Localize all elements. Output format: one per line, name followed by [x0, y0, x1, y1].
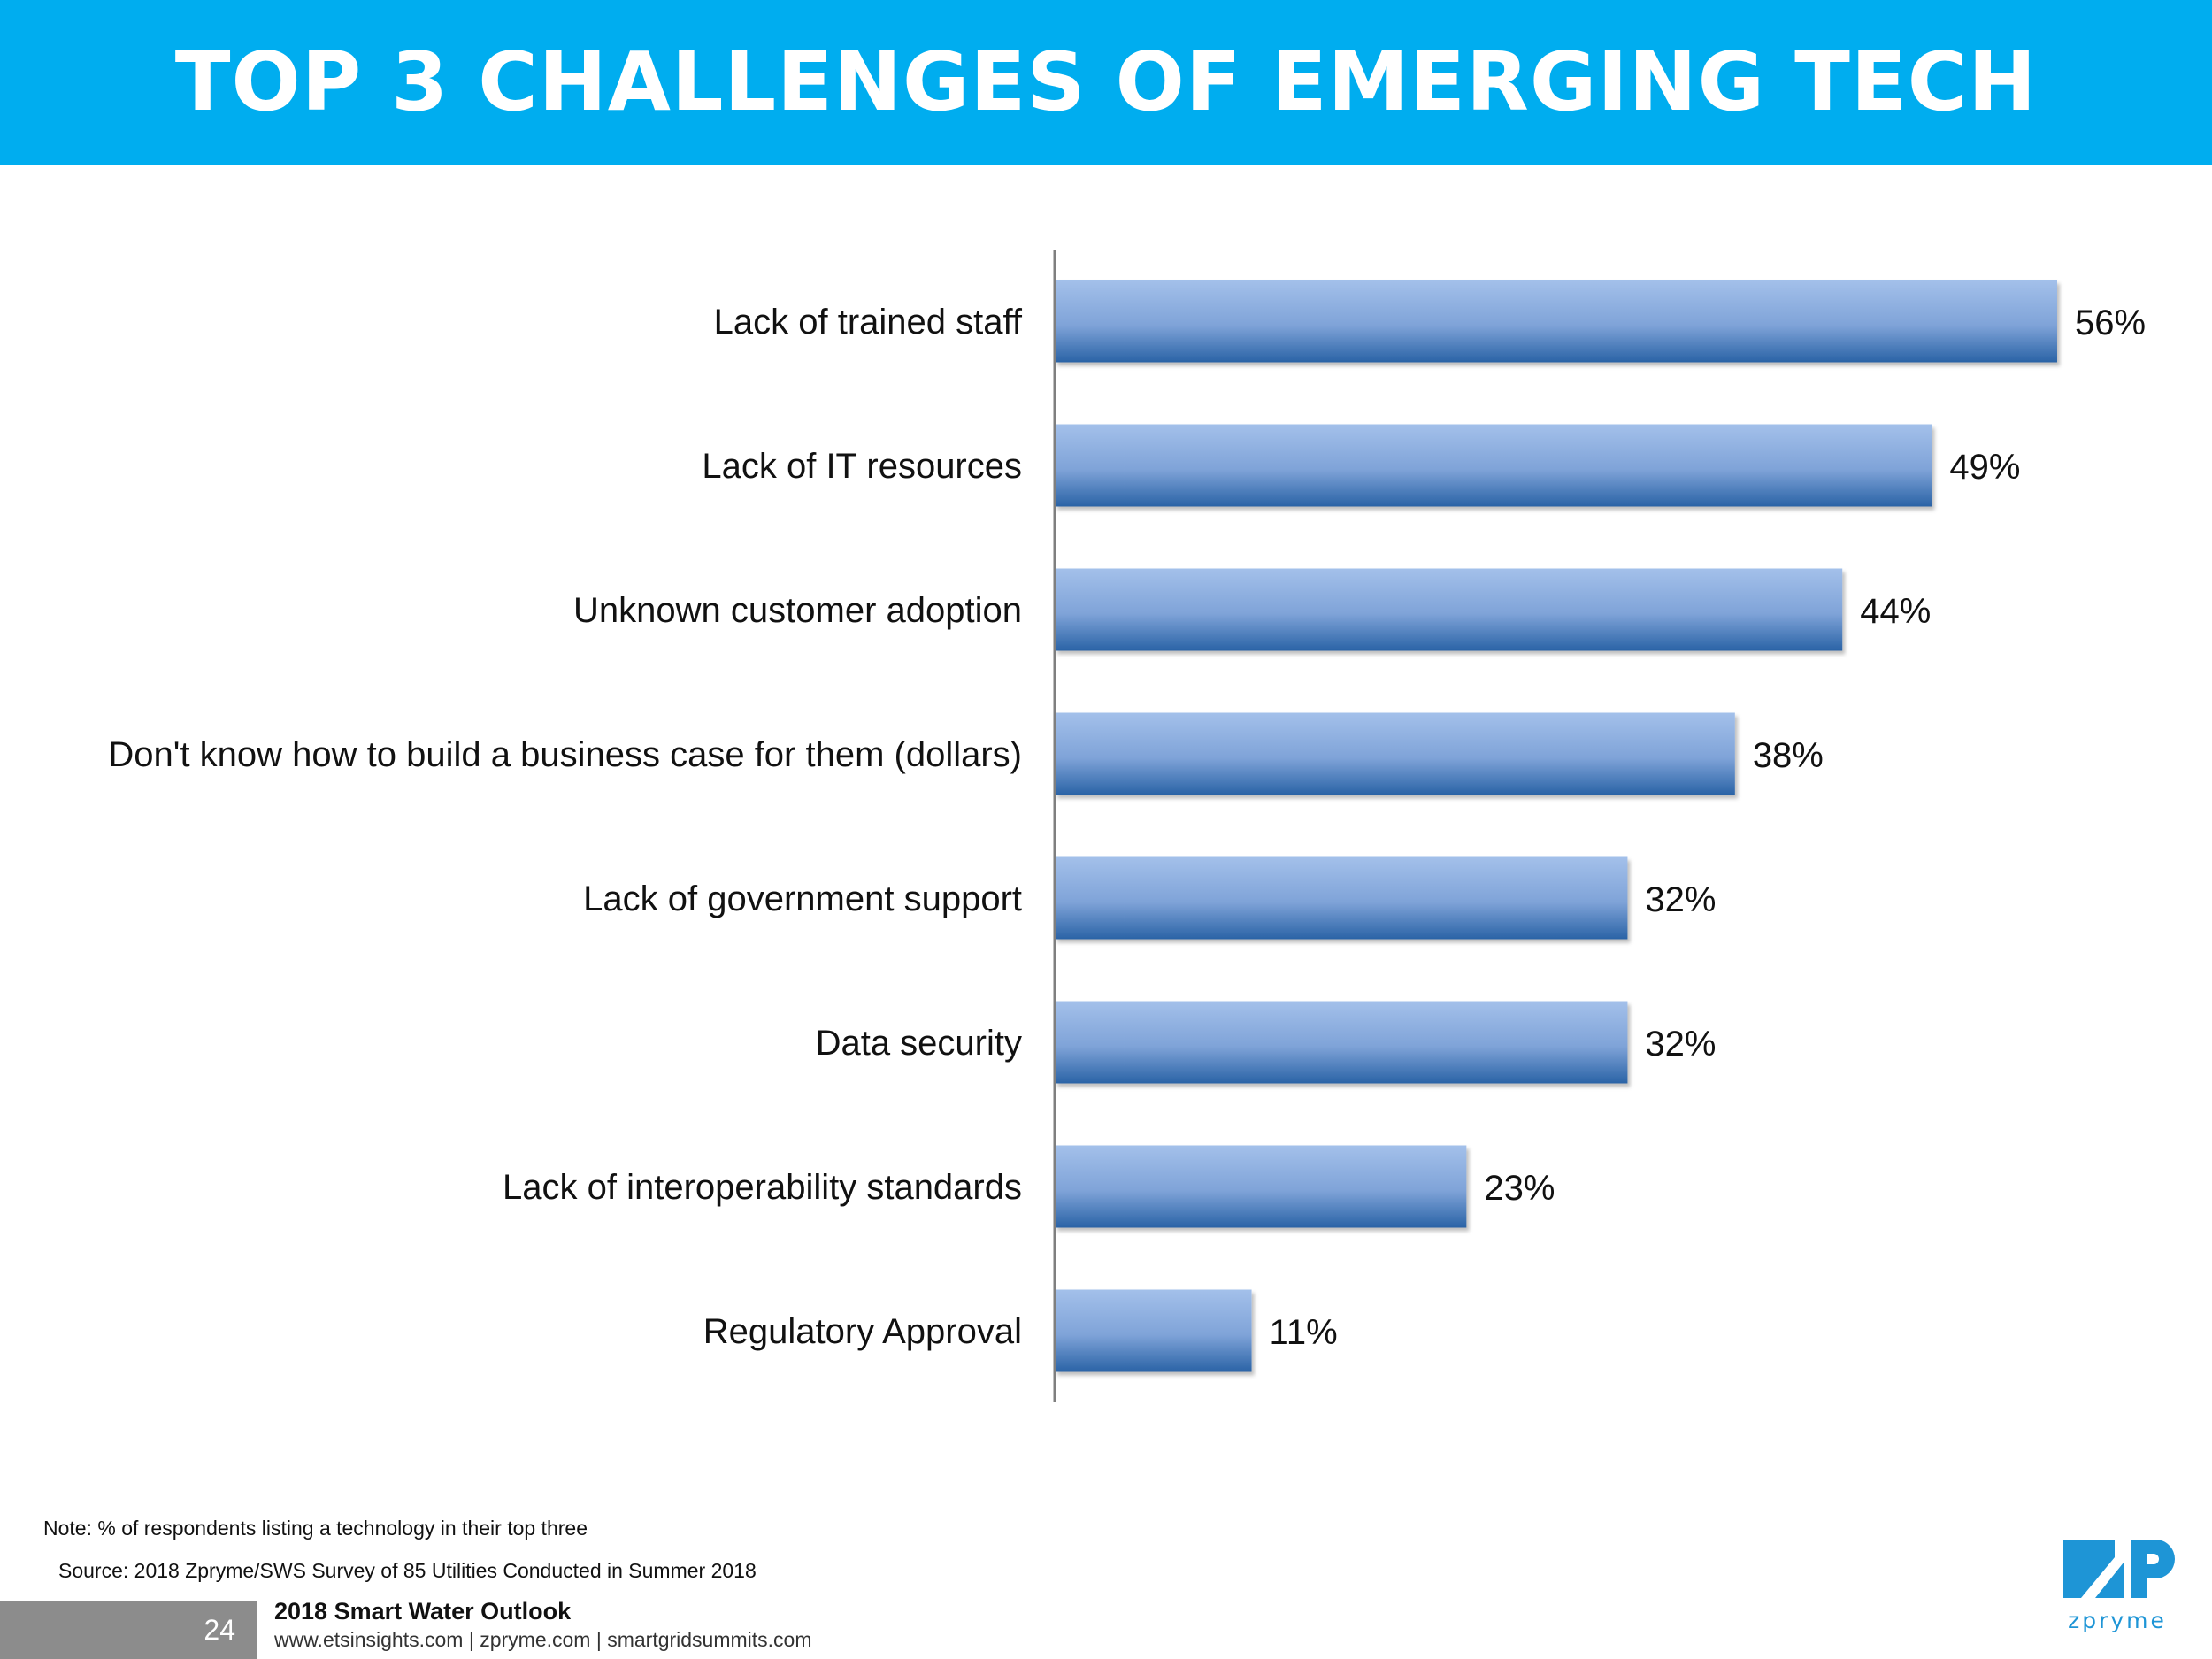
category-label: Data security: [816, 1024, 1022, 1063]
bar: [1055, 568, 1843, 651]
bar: [1055, 1145, 1467, 1228]
bar: [1055, 856, 1628, 940]
category-label: Don't know how to build a business case …: [108, 735, 1022, 774]
value-label: 23%: [1484, 1169, 1555, 1208]
value-label: 56%: [2075, 303, 2146, 342]
value-label: 32%: [1645, 880, 1716, 919]
page-number: 24: [204, 1614, 235, 1646]
footer-links: www.etsinsights.com | zpryme.com | smart…: [274, 1628, 812, 1651]
category-label: Unknown customer adoption: [573, 591, 1022, 630]
value-label: 44%: [1860, 592, 1931, 631]
zp-logo-icon: [2063, 1540, 2175, 1598]
bar: [1055, 424, 1932, 507]
bar: [1055, 1001, 1628, 1084]
bar-chart: Lack of trained staff 56% Lack of IT resou…: [108, 250, 2146, 1402]
page-title: TOP 3 CHALLENGES OF EMERGING TECH: [174, 35, 2038, 129]
value-label: 38%: [1753, 736, 1824, 775]
category-label: Lack of trained staff: [714, 303, 1023, 342]
bar: [1055, 712, 1735, 795]
value-label: 32%: [1645, 1025, 1716, 1064]
category-label: Lack of IT resources: [702, 447, 1022, 486]
chart-note: Note: % of respondents listing a technol…: [43, 1517, 588, 1540]
bar: [1055, 280, 2057, 363]
value-label: 11%: [1270, 1313, 1338, 1352]
category-label: Lack of interoperability standards: [503, 1168, 1022, 1207]
page-number-box: 24: [0, 1601, 257, 1659]
zpryme-logo: zpryme: [2063, 1540, 2175, 1633]
logo-text: zpryme: [2068, 1608, 2167, 1633]
chart-source: Source: 2018 Zpryme/SWS Survey of 85 Uti…: [58, 1559, 757, 1582]
category-label: Lack of government support: [583, 879, 1022, 918]
footer-title: 2018 Smart Water Outlook: [274, 1598, 572, 1624]
title-banner: TOP 3 CHALLENGES OF EMERGING TECH: [0, 0, 2212, 165]
value-label: 49%: [1949, 448, 2020, 487]
bar: [1055, 1289, 1252, 1372]
category-label: Regulatory Approval: [703, 1312, 1022, 1351]
